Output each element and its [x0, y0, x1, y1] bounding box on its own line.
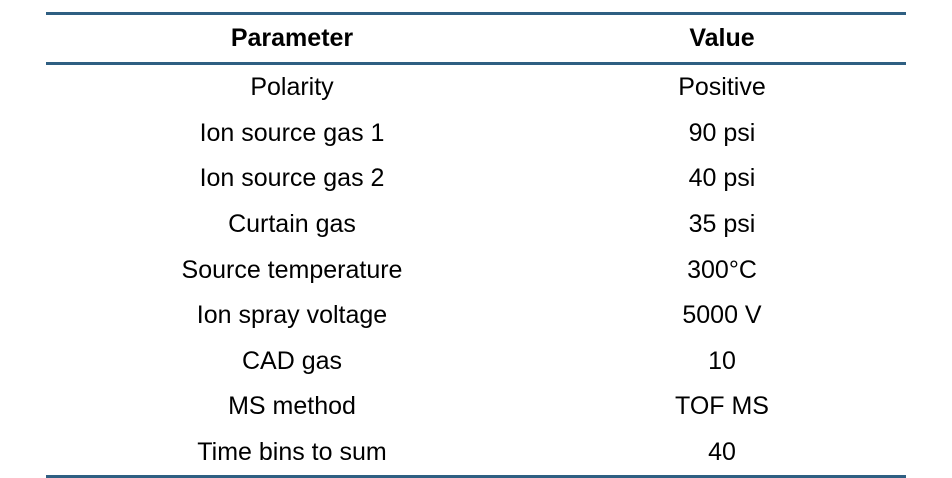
table-row: Polarity Positive [46, 64, 906, 111]
value-cell: 10 [708, 346, 736, 375]
value-cell: 35 psi [688, 210, 756, 239]
table-row: CAD gas 10 [46, 339, 906, 385]
parameter-cell: Polarity [250, 73, 334, 102]
parameter-cell: Time bins to sum [197, 438, 387, 467]
table-row: Curtain gas 35 psi [46, 202, 906, 248]
table-row: Ion source gas 2 40 psi [46, 156, 906, 202]
value-cell: 5000 V [682, 301, 762, 330]
parameter-cell: Source temperature [181, 255, 403, 284]
table-row: MS method TOF MS [46, 384, 906, 430]
value-cell: 90 psi [688, 118, 756, 147]
parameter-cell: Ion source gas 2 [199, 164, 385, 193]
header-value: Value [689, 24, 755, 52]
table-row: Source temperature 300°C [46, 247, 906, 293]
value-cell: 40 [708, 438, 736, 467]
table-row: Time bins to sum 40 [46, 430, 906, 477]
parameter-cell: Curtain gas [228, 210, 356, 239]
parameter-table: Parameter Value Polarity Positive Ion so… [46, 12, 906, 478]
value-cell: TOF MS [675, 392, 769, 421]
value-cell: 40 psi [688, 164, 756, 193]
parameter-cell: CAD gas [241, 346, 343, 375]
table-header-row: Parameter Value [46, 13, 906, 64]
table-row: Ion spray voltage 5000 V [46, 293, 906, 339]
parameter-cell: Ion source gas 1 [199, 118, 385, 147]
parameter-cell: Ion spray voltage [196, 301, 388, 330]
table-row: Ion source gas 1 90 psi [46, 111, 906, 157]
value-cell: 300°C [687, 255, 757, 284]
value-cell: Positive [678, 73, 766, 102]
header-parameter: Parameter [230, 24, 354, 52]
parameter-cell: MS method [228, 392, 356, 421]
